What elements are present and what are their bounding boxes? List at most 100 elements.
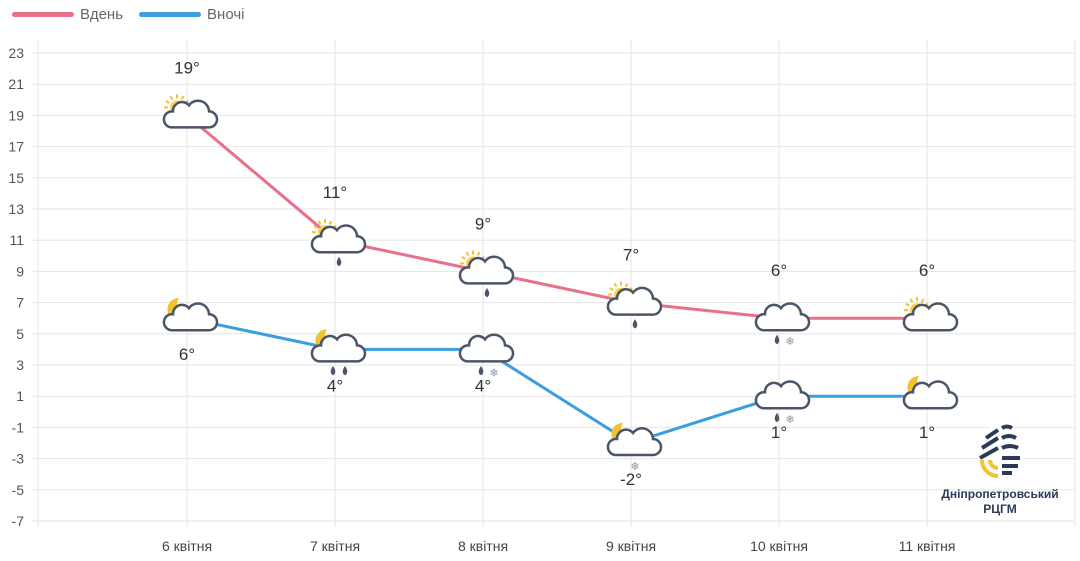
data-label: 6°: [771, 261, 787, 280]
logo: Дніпропетровський РЦГМ: [930, 408, 1070, 517]
sun-ray: [624, 282, 629, 288]
series-line-day: [186, 114, 927, 320]
logo-line2: РЦГМ: [983, 502, 1017, 516]
moon-cloud-snow-icon: ❄: [606, 422, 663, 473]
x-tick-label: 10 квітня: [750, 538, 808, 554]
raindrop-icon: [330, 365, 336, 376]
logo-text: Дніпропетровський РЦГМ: [930, 487, 1070, 517]
raindrop-icon: [478, 365, 484, 376]
logo-drop-icon: [978, 410, 1022, 478]
data-label: 7°: [623, 246, 639, 265]
data-label: 1°: [771, 423, 787, 442]
data-label: 19°: [174, 58, 200, 77]
sun-cloud-icon: [902, 297, 959, 332]
x-tick-label: 11 квітня: [899, 538, 956, 554]
y-tick-label: 23: [8, 45, 24, 61]
sun-ray: [461, 256, 466, 260]
cloud-icon: [754, 302, 811, 332]
snowflake-icon: ❄: [630, 461, 639, 473]
x-tick-label: 8 квітня: [458, 538, 508, 554]
legend-item-night[interactable]: Вночі: [139, 6, 244, 23]
moon-cloud-rain2-icon: [310, 329, 367, 376]
raindrop-icon: [632, 319, 638, 329]
cloud-rain-snow-icon: ❄: [754, 302, 811, 348]
y-tick-label: 15: [8, 170, 24, 186]
legend-label-day: Вдень: [80, 6, 124, 23]
legend-swatch-day: [12, 12, 74, 17]
y-tick-label: 7: [16, 295, 24, 311]
y-tick-label: 1: [16, 388, 24, 404]
moon-cloud-icon: [162, 298, 219, 332]
cloud-icon: [902, 380, 959, 410]
raindrop-icon: [336, 256, 342, 267]
sun-ray: [317, 220, 322, 225]
snowflake-icon: ❄: [489, 367, 498, 379]
y-tick-label: 19: [8, 107, 24, 123]
cloud-rain-snow-icon: ❄: [458, 333, 515, 379]
sun-ray: [613, 282, 618, 288]
cloud-icon: [458, 255, 515, 285]
data-label: 4°: [327, 376, 343, 395]
raindrop-icon: [342, 365, 348, 376]
chart-legend: Вдень Вночі: [12, 6, 250, 23]
sun-ray: [165, 100, 170, 104]
snowflake-icon: ❄: [785, 336, 794, 348]
raindrop-icon: [774, 334, 780, 345]
cloud-icon: [606, 286, 663, 316]
y-tick-label: 9: [16, 263, 24, 279]
x-tick-label: 9 квітня: [606, 538, 656, 554]
sun-cloud-icon: [162, 94, 219, 129]
sun-ray: [313, 224, 318, 229]
y-tick-label: -1: [12, 419, 25, 435]
data-label: 6°: [179, 345, 195, 364]
data-label: 9°: [475, 214, 491, 233]
y-tick-label: 11: [9, 232, 24, 248]
cloud-icon: [310, 224, 367, 254]
moon-cloud-icon: [902, 376, 959, 410]
y-tick-label: 3: [16, 357, 24, 373]
y-tick-label: 21: [8, 76, 24, 92]
y-tick-label: 5: [16, 326, 24, 342]
y-tick-label: -5: [12, 482, 25, 498]
data-label: 11°: [323, 183, 347, 202]
sun-cloud-rain-icon: [606, 281, 663, 329]
raindrop-icon: [774, 412, 780, 423]
y-tick-label: 17: [8, 139, 24, 155]
data-label: 1°: [919, 423, 935, 442]
series-line-night: [186, 316, 927, 445]
sun-ray: [180, 95, 185, 101]
legend-swatch-night: [139, 12, 202, 17]
x-tick-label: 6 квітня: [162, 538, 212, 554]
data-label: -2°: [620, 470, 642, 489]
data-label: 6°: [919, 261, 935, 280]
cloud-icon: [162, 99, 219, 129]
cloud-icon: [310, 333, 367, 363]
sun-ray: [465, 251, 470, 257]
sun-ray: [909, 298, 914, 303]
cloud-icon: [902, 302, 959, 332]
cloud-rain-snow-icon: ❄: [754, 380, 811, 426]
cloud-icon: [754, 380, 811, 410]
legend-item-day[interactable]: Вдень: [12, 6, 123, 23]
snowflake-icon: ❄: [785, 414, 794, 426]
legend-label-night: Вночі: [207, 6, 245, 23]
cloud-icon: [458, 333, 515, 363]
sun-ray: [905, 302, 910, 307]
sun-cloud-rain-icon: [310, 219, 367, 267]
logo-line1: Дніпропетровський: [941, 487, 1059, 501]
cloud-icon: [606, 427, 663, 457]
sun-ray: [169, 95, 174, 101]
sun-ray: [476, 251, 481, 257]
y-tick-label: 13: [8, 201, 24, 217]
raindrop-icon: [484, 287, 490, 298]
data-label: 4°: [475, 376, 491, 395]
sun-ray: [609, 287, 614, 291]
cloud-icon: [162, 302, 219, 332]
x-tick-label: 7 квітня: [310, 538, 360, 554]
sun-ray: [328, 220, 333, 225]
sun-ray: [920, 298, 925, 303]
y-tick-label: -3: [12, 451, 25, 467]
y-tick-label: -7: [12, 513, 25, 529]
sun-cloud-rain-icon: [458, 250, 515, 298]
